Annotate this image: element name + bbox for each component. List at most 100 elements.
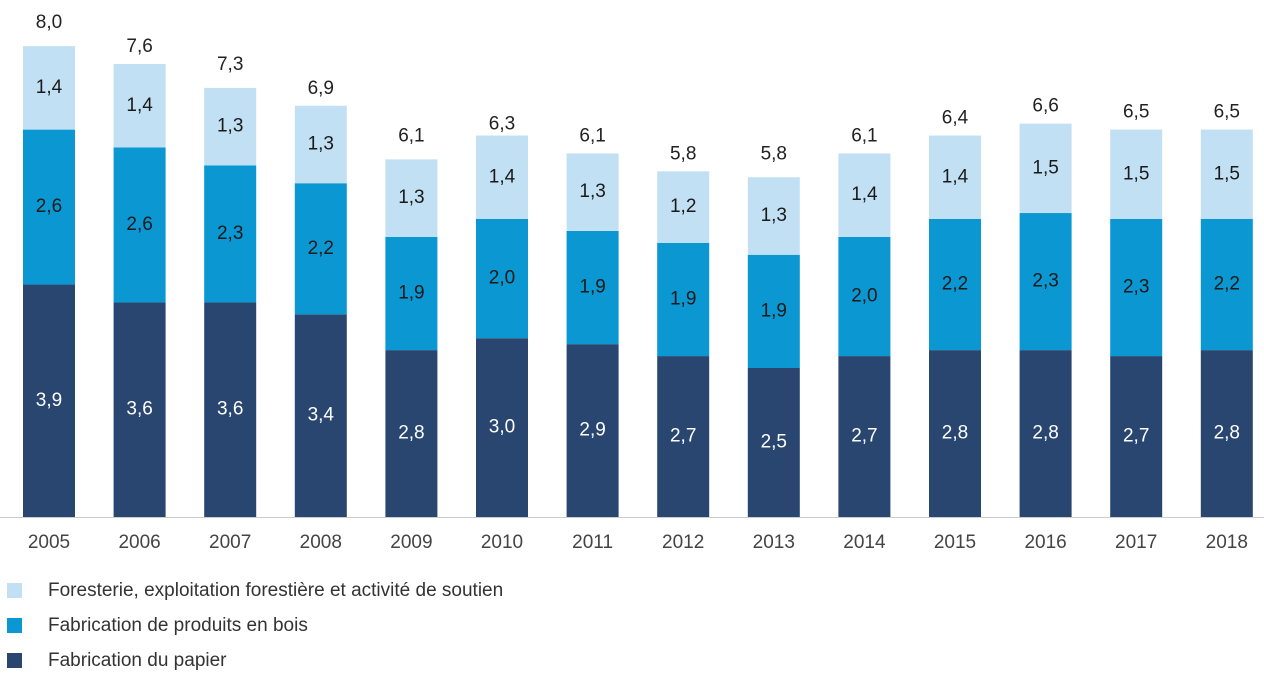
value-label: 2,0: [851, 285, 877, 306]
value-label: 2,0: [489, 268, 515, 289]
value-label: 1,3: [579, 181, 605, 202]
value-label: 3,6: [126, 399, 152, 420]
bar-segment: [1110, 219, 1163, 357]
x-tick-label: 2018: [1206, 532, 1248, 553]
bar-segment: [23, 129, 75, 285]
bar-segment: [204, 302, 257, 517]
value-label: 1,4: [126, 95, 153, 116]
value-label: 1,4: [36, 77, 63, 98]
x-tick-label: 2008: [300, 532, 342, 553]
bar-segment: [1019, 350, 1072, 517]
bar-segment: [1200, 219, 1253, 351]
value-label: 2,9: [579, 420, 605, 441]
total-label: 6,1: [398, 125, 424, 146]
x-tick-label: 2015: [934, 532, 976, 553]
value-label: 1,3: [308, 134, 334, 155]
bar-segment: [385, 159, 438, 237]
total-label: 6,5: [1214, 102, 1240, 123]
bar-segment: [1019, 213, 1072, 351]
bar-segment: [929, 135, 981, 219]
value-label: 2,2: [942, 274, 968, 295]
total-label: 6,3: [489, 114, 515, 135]
x-tick-label: 2011: [572, 532, 613, 553]
value-label: 1,3: [761, 205, 787, 226]
value-label: 2,8: [942, 423, 968, 444]
value-label: 3,0: [489, 417, 515, 438]
bar-segment: [113, 302, 166, 517]
bar-segment: [23, 46, 75, 130]
value-label: 1,5: [1032, 157, 1058, 178]
bar-segment: [657, 171, 710, 243]
bar-segment: [1200, 350, 1253, 517]
bar-segment: [838, 153, 891, 237]
value-label: 1,9: [761, 300, 787, 321]
legend-label: Fabrication de produits en bois: [48, 615, 308, 636]
value-label: 1,4: [942, 166, 969, 187]
total-label: 6,4: [942, 108, 969, 129]
x-tick-label: 2017: [1115, 532, 1157, 553]
bar-segment: [929, 219, 981, 351]
value-label: 3,9: [36, 390, 62, 411]
value-label: 1,9: [670, 288, 696, 309]
bar-segment: [566, 344, 619, 517]
value-label: 2,6: [126, 214, 152, 235]
x-tick-label: 2009: [390, 532, 432, 553]
value-label: 2,3: [1032, 271, 1058, 292]
total-label: 8,0: [36, 12, 62, 33]
value-label: 2,7: [670, 426, 696, 447]
value-label: 1,4: [489, 166, 516, 187]
x-tick-label: 2005: [28, 532, 70, 553]
bar-segment: [1200, 129, 1253, 219]
value-label: 2,6: [36, 196, 62, 217]
legend-label: Foresterie, exploitation forestière et a…: [48, 580, 503, 601]
x-tick-label: 2006: [118, 532, 160, 553]
value-label: 2,8: [1032, 423, 1058, 444]
total-label: 6,1: [851, 125, 877, 146]
value-label: 1,2: [670, 196, 696, 217]
value-label: 2,2: [308, 238, 334, 259]
bar-segment: [204, 87, 257, 166]
total-label: 7,3: [217, 54, 243, 75]
value-label: 2,7: [851, 426, 877, 447]
bar-segment: [385, 236, 438, 351]
bar-segment: [294, 105, 347, 184]
value-label: 2,7: [1123, 426, 1149, 447]
bar-segment: [294, 183, 347, 315]
legend-swatch: [7, 618, 22, 633]
value-label: 1,9: [398, 283, 424, 304]
bar-segment: [1110, 129, 1163, 219]
bar-segment: [747, 254, 800, 368]
legend-label: Fabrication du papier: [48, 650, 227, 671]
value-label: 2,5: [761, 432, 787, 453]
bar-segment: [1019, 123, 1072, 214]
bar-segment: [294, 314, 347, 517]
total-label: 7,6: [126, 36, 152, 57]
bar-segment: [476, 338, 528, 517]
bar-segment: [566, 230, 619, 345]
value-label: 1,4: [851, 184, 878, 205]
bar-segment: [566, 153, 619, 231]
value-label: 2,3: [1123, 277, 1149, 298]
value-label: 1,5: [1214, 163, 1240, 184]
total-label: 6,9: [308, 78, 334, 99]
value-label: 2,8: [1214, 423, 1240, 444]
x-tick-label: 2010: [481, 532, 523, 553]
bar-segment: [838, 236, 891, 357]
total-label: 6,1: [579, 125, 605, 146]
value-label: 1,9: [579, 277, 605, 298]
value-label: 1,3: [217, 116, 243, 137]
bar-segment: [838, 356, 891, 517]
value-label: 2,8: [398, 423, 424, 444]
total-label: 5,8: [670, 143, 696, 164]
legend-swatch: [7, 583, 22, 598]
bar-segment: [1110, 356, 1163, 517]
value-label: 1,3: [398, 187, 424, 208]
total-label: 5,8: [761, 143, 787, 164]
bar-segment: [476, 135, 528, 219]
legend-swatch: [7, 653, 22, 668]
x-tick-label: 2016: [1024, 532, 1066, 553]
bar-segment: [113, 64, 166, 148]
bar-segment: [476, 219, 528, 339]
x-tick-label: 2012: [662, 532, 704, 553]
